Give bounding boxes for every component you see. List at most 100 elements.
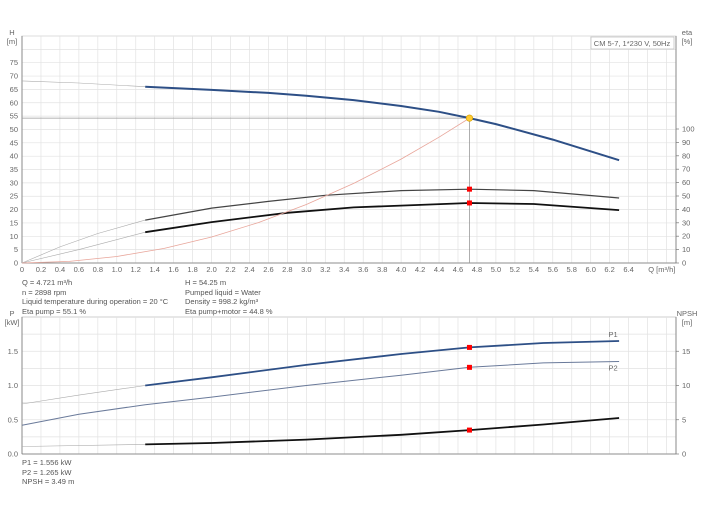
y-tick-label: 35: [10, 165, 18, 174]
curve-eta_pump: [145, 188, 620, 221]
y-axis-label: [m]: [7, 37, 17, 46]
curve-p2: [21, 361, 620, 426]
y2-tick-label: 90: [682, 138, 690, 147]
y-tick-label: 70: [10, 72, 18, 81]
y-tick-label: 25: [10, 192, 18, 201]
y-tick-label: 75: [10, 58, 18, 67]
duty-info-right: H = 54.25 m Pumped liquid = Water Densit…: [185, 278, 273, 316]
curve-h: [145, 85, 620, 162]
y2-tick-label: 20: [682, 232, 690, 241]
y2-tick-label: 10: [682, 381, 690, 390]
y2-tick-label: 80: [682, 151, 690, 160]
info-npsh: NPSH = 3.49 m: [22, 477, 75, 487]
y-tick-label: 5: [14, 245, 18, 254]
info-eta-pump: Eta pump = 55.1 %: [22, 306, 86, 316]
y-tick-label: 20: [10, 205, 18, 214]
duty-marker-p2: [466, 364, 472, 370]
chart-title: CM 5-7, 1*230 V, 50Hz: [594, 39, 671, 48]
y-axis-label: [kW]: [5, 318, 20, 327]
x-tick-label: 3.8: [377, 265, 387, 274]
info-flow: Q = 4.721 m³/h: [22, 278, 73, 287]
info-temperature: Liquid temperature during operation = 20…: [22, 297, 169, 307]
y-tick-label: 1.5: [8, 347, 18, 356]
x-tick-label: 4.4: [434, 265, 444, 274]
x-tick-label: 3.0: [301, 265, 311, 274]
y2-tick-label: 15: [682, 347, 690, 356]
x-axis-label: Q [m³/h]: [648, 265, 675, 274]
info-p2: P2 = 1.265 kW: [22, 467, 72, 477]
y-tick-label: 30: [10, 178, 18, 187]
y-tick-label: 55: [10, 112, 18, 121]
info-density: Density = 998.2 kg/m³: [185, 297, 259, 307]
series-label-p1: P1: [609, 330, 618, 339]
x-tick-label: 5.2: [510, 265, 520, 274]
y2-tick-label: 60: [682, 178, 690, 187]
info-head: H = 54.25 m: [185, 278, 227, 287]
x-tick-label: 5.0: [491, 265, 501, 274]
info-eta-total: Eta pump+motor = 44.8 %: [185, 306, 273, 316]
plot-area: [21, 35, 677, 264]
x-tick-label: 4.8: [472, 265, 482, 274]
y-axis-label: P: [9, 309, 14, 318]
info-p1: P1 = 1.556 kW: [22, 458, 72, 467]
curve-system-extension: [21, 117, 470, 264]
y-tick-label: 1.0: [8, 381, 18, 390]
y-tick-label: 50: [10, 125, 18, 134]
duty-point-marker: [465, 114, 473, 122]
x-tick-label: 1.0: [112, 265, 122, 274]
duty-info-left: Q = 4.721 m³/h n = 2898 rpm Liquid tempe…: [22, 278, 168, 316]
info-liquid: Pumped liquid = Water: [185, 287, 261, 297]
x-tick-label: 5.4: [529, 265, 539, 274]
x-tick-label: 1.6: [168, 265, 178, 274]
x-tick-label: 4.6: [453, 265, 463, 274]
y-tick-label: 10: [10, 232, 18, 241]
info-speed: n = 2898 rpm: [22, 287, 67, 297]
duty-marker-eta_pump: [466, 186, 472, 192]
x-tick-label: 2.6: [263, 265, 273, 274]
curve-npsh-extension: [21, 444, 146, 447]
title-box: [590, 36, 675, 50]
y-axis-label: H: [9, 28, 14, 37]
x-tick-label: 2.0: [206, 265, 216, 274]
curve-h-extension: [21, 80, 146, 87]
x-tick-label: 5.6: [548, 265, 558, 274]
x-tick-label: 3.2: [320, 265, 330, 274]
x-tick-label: 6.4: [623, 265, 633, 274]
curve-p1-extension: [21, 385, 146, 405]
y-tick-label: 0: [14, 259, 18, 268]
x-tick-label: 0.6: [74, 265, 84, 274]
y2-axis-label: [%]: [682, 37, 693, 46]
duty-marker-eta_total: [466, 200, 472, 206]
y-tick-label: 15: [10, 218, 18, 227]
y2-axis-label: eta: [682, 28, 693, 37]
x-tick-label: 4.0: [396, 265, 406, 274]
curve-eta_total: [145, 202, 620, 234]
y2-tick-label: 0: [682, 259, 686, 268]
y-tick-label: 40: [10, 152, 18, 161]
curve-eta_total-extension: [21, 231, 146, 264]
x-tick-label: 3.4: [339, 265, 349, 274]
x-tick-label: 0.4: [55, 265, 65, 274]
y2-axis-label: NPSH: [677, 309, 698, 318]
curve-p1: [145, 340, 620, 387]
y-tick-label: 60: [10, 98, 18, 107]
y-tick-label: 0.5: [8, 415, 18, 424]
y-tick-label: 65: [10, 85, 18, 94]
x-tick-label: 2.2: [225, 265, 235, 274]
curve-npsh: [145, 417, 620, 446]
y-tick-label: 0.0: [8, 450, 18, 459]
y2-tick-label: 100: [682, 125, 695, 134]
x-tick-label: 0: [20, 265, 24, 274]
x-tick-label: 2.4: [244, 265, 254, 274]
y2-tick-label: 70: [682, 165, 690, 174]
y2-tick-label: 50: [682, 192, 690, 201]
x-tick-label: 1.8: [187, 265, 197, 274]
y-tick-label: 45: [10, 138, 18, 147]
y2-axis-label: [m]: [682, 318, 692, 327]
curve-eta_pump-extension: [21, 219, 146, 264]
x-tick-label: 1.2: [131, 265, 141, 274]
x-tick-label: 5.8: [567, 265, 577, 274]
x-tick-label: 2.8: [282, 265, 292, 274]
y2-tick-label: 30: [682, 218, 690, 227]
series-label-p2: P2: [609, 364, 618, 373]
